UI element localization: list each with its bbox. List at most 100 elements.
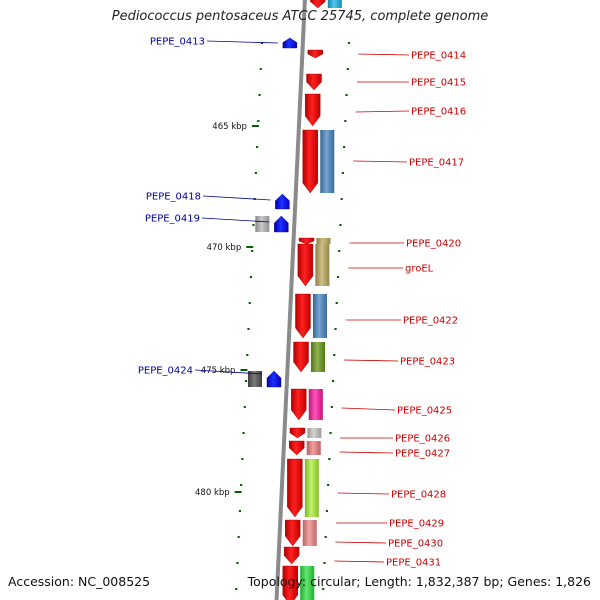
reverse-gene-arrow xyxy=(266,370,282,388)
reverse-label-leader xyxy=(194,369,263,375)
forward-gene-arrow xyxy=(306,73,322,91)
accession-label: Accession: NC_008525 xyxy=(8,574,151,589)
track-dot-right xyxy=(340,198,343,200)
track-dot-right xyxy=(334,328,337,330)
forward-gene-arrow xyxy=(282,565,298,600)
track-dot-right xyxy=(330,406,333,408)
cog-bar-shade xyxy=(327,0,342,8)
track-dot-left xyxy=(249,276,253,278)
cog-bar-shade xyxy=(311,342,326,372)
gene-labels: PEPE_0414 PEPE_0415 PEPE_0416 PEPE_0417 PEPE… xyxy=(138,37,466,569)
forward-label-leader xyxy=(334,560,385,563)
track-dot-right xyxy=(323,562,326,564)
cog-bar-shade xyxy=(316,238,331,244)
cog-bar-shade xyxy=(306,441,321,455)
track-dot-right xyxy=(329,432,332,434)
track-dot-left xyxy=(252,224,255,226)
track-dot-right xyxy=(324,536,327,538)
scale-tick-label: 480 kbp xyxy=(195,488,230,498)
forward-gene-arrow xyxy=(287,458,303,518)
reverse-label-leader xyxy=(206,40,278,44)
cog-bar-shade xyxy=(304,459,319,517)
track-dot-left xyxy=(241,458,244,460)
track-dot-right xyxy=(341,172,344,174)
cog-category-bars xyxy=(247,0,342,600)
forward-gene-label: PEPE_0430 xyxy=(388,539,443,550)
reverse-gene-arrow xyxy=(274,215,289,233)
track-dot-right xyxy=(335,302,338,304)
track-dot-left xyxy=(248,302,251,304)
track-dot-left xyxy=(240,484,243,486)
track-dot-left xyxy=(255,146,259,148)
track-dot-right xyxy=(328,458,331,460)
track-dot-left xyxy=(259,68,262,70)
genome-backbone xyxy=(274,0,307,600)
cog-bar-shade xyxy=(300,566,315,600)
forward-gene-arrow xyxy=(285,519,301,547)
track-dot-right xyxy=(346,68,349,70)
track-dot-left xyxy=(237,536,240,538)
forward-label-leader xyxy=(337,492,390,495)
track-dot-left xyxy=(251,250,254,252)
forward-gene-arrow xyxy=(293,341,309,373)
forward-label-leader xyxy=(335,541,387,544)
reverse-gene-label: PEPE_0413 xyxy=(150,37,205,48)
forward-gene-label: PEPE_0426 xyxy=(395,434,450,445)
reverse-label-leader xyxy=(202,195,271,201)
track-dot-right xyxy=(331,380,335,382)
reverse-gene-label: PEPE_0419 xyxy=(145,214,200,225)
forward-gene-arrow xyxy=(302,129,318,194)
genome-summary: Topology: circular; Length: 1,832,387 bp… xyxy=(247,574,591,589)
track-dot-right xyxy=(327,484,330,486)
cog-bar-shade xyxy=(308,389,323,420)
track-dot-right xyxy=(325,510,329,512)
forward-label-leader xyxy=(343,359,399,362)
track-dot-right xyxy=(339,224,342,226)
forward-gene-arrow xyxy=(297,243,314,287)
forward-label-leader xyxy=(358,53,410,56)
track-dot-left xyxy=(258,94,261,96)
forward-gene-label: PEPE_0422 xyxy=(403,316,458,327)
track-dot-left xyxy=(247,328,250,330)
cog-track-dots xyxy=(235,42,351,590)
track-dot-right xyxy=(345,94,348,96)
scale-tick-label: 470 kbp xyxy=(207,243,242,253)
track-dot-left xyxy=(238,510,242,512)
track-dot-left xyxy=(244,380,248,382)
forward-gene-label: PEPE_0423 xyxy=(400,357,455,368)
cog-bar-shade xyxy=(255,216,270,232)
forward-gene-label: PEPE_0420 xyxy=(406,239,461,250)
forward-gene-arrow xyxy=(298,237,315,245)
track-dot-left xyxy=(235,588,238,590)
forward-gene-arrow xyxy=(295,293,311,339)
forward-gene-label: PEPE_0415 xyxy=(411,78,466,89)
forward-label-leader xyxy=(355,110,410,113)
track-dot-left xyxy=(236,562,239,564)
track-dot-right xyxy=(347,42,351,44)
forward-gene-arrow xyxy=(310,0,326,9)
reverse-gene-label: PEPE_0418 xyxy=(146,192,201,203)
cog-bar-shade xyxy=(312,294,327,338)
forward-gene-label: PEPE_0417 xyxy=(409,158,464,169)
track-dot-right xyxy=(336,276,340,278)
forward-label-leader xyxy=(353,160,408,163)
track-dot-right xyxy=(322,588,325,590)
cog-bar-shade xyxy=(307,428,322,438)
forward-gene-arrow xyxy=(289,440,305,456)
cog-bar-shade xyxy=(247,371,262,387)
reverse-gene-label: PEPE_0424 xyxy=(138,366,193,377)
scale-tick-label: 465 kbp xyxy=(212,122,247,132)
track-dot-left xyxy=(242,432,245,434)
track-dot-right xyxy=(338,250,341,252)
track-dot-left xyxy=(246,354,249,356)
track-dot-right xyxy=(344,120,347,122)
track-dot-left xyxy=(260,42,264,44)
forward-gene-arrow xyxy=(289,427,306,439)
forward-label-leader xyxy=(339,451,394,454)
cog-bar-shade xyxy=(315,244,330,286)
track-dot-right xyxy=(333,354,336,356)
track-dot-left xyxy=(243,406,246,408)
cog-bar-shade xyxy=(320,130,335,193)
